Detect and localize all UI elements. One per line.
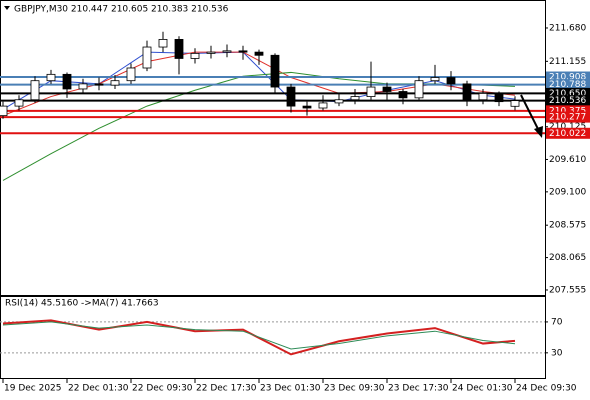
rsi-frame [0,296,546,379]
level-label: 210.375 [549,106,586,116]
candle-body [206,51,216,54]
candle-body [430,77,440,82]
candle-body [350,96,360,101]
level-label-box [546,111,590,123]
moving-average [2,51,516,110]
candle-body [302,105,312,109]
level-label-box [546,79,590,91]
level-label-box [546,95,590,107]
level-label: 210.277 [549,113,586,123]
candle-body [446,77,456,85]
level-label-box [546,127,590,139]
candle-body [414,80,424,99]
level-label-box [546,71,590,83]
y-tick-label: 211.680 [549,23,586,33]
y-tick-label: 209.610 [549,155,586,165]
y-tick-label: 211.155 [549,57,586,67]
y-tick-label: 208.575 [549,221,586,231]
candle-body [398,91,408,99]
level-label: 210.650 [549,89,586,99]
candle-body [254,51,264,56]
x-tick-label: 24 Dec 09:30 [516,384,577,394]
candle-body [334,99,344,104]
level-label-box [546,105,590,117]
candle-body [382,86,392,92]
candle-body [78,83,88,90]
x-tick-label: 22 Dec 09:30 [132,384,193,394]
candle-body [222,50,232,53]
y-tick-label: 70 [551,317,563,327]
x-tick-label: 19 Dec 2025 [4,384,62,394]
candle-body [0,105,8,117]
y-tick-label: 208.065 [549,253,586,263]
indicator-line [2,321,516,350]
rsi-title: RSI(14) 45.5160 ->MA(7) 41.7663 [5,299,159,309]
x-tick-label: 22 Dec 17:30 [196,384,257,394]
candle-body [190,52,200,59]
arrow-head [534,126,543,138]
level-label: 210.788 [549,80,586,90]
x-tick-label: 23 Dec 01:30 [260,384,321,394]
candle-body [270,54,280,88]
candle-body [62,73,72,90]
y-tick-label: 210.125 [549,122,586,132]
level-label-box [546,87,590,99]
y-tick-label: 30 [551,348,563,358]
chart-title: GBPJPY,M30 210.447 210.605 210.383 210.5… [14,5,229,15]
candle-body [462,83,472,101]
candle-body [494,92,504,103]
x-tick-label: 24 Dec 01:30 [452,384,513,394]
y-tick-label: 209.100 [549,187,586,197]
candle-body [30,80,40,101]
candle-body [110,80,120,86]
arrow [520,94,543,138]
main-frame [0,0,546,296]
x-tick-label: 23 Dec 17:30 [388,384,449,394]
candle-body [286,86,296,107]
candle-body [46,73,56,82]
candle-body [126,67,136,82]
candle-body [366,86,376,97]
candle-body [318,102,328,109]
y-tick-label: 207.555 [549,285,586,295]
candle-body [142,46,152,69]
candle-body [158,39,168,48]
level-label: 210.908 [549,73,586,83]
x-tick-label: 22 Dec 01:30 [68,384,129,394]
candle-body [478,92,488,101]
candle-body [510,100,520,107]
level-label: 210.536 [549,96,586,106]
x-tick-label: 23 Dec 09:30 [324,384,385,394]
indicator-line [2,319,516,356]
candle-body [174,39,184,59]
candle-body [238,50,248,53]
candle-body [94,83,104,86]
arrow-line [520,94,540,132]
candle-body [14,99,24,107]
collapse-icon[interactable] [4,6,10,10]
level-label: 210.022 [549,129,586,139]
